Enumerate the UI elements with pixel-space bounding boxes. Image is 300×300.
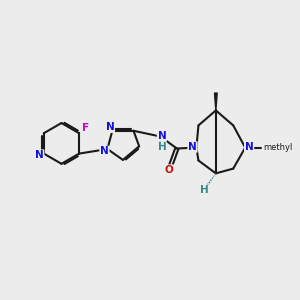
- Text: H: H: [158, 142, 166, 152]
- Text: N: N: [100, 146, 109, 156]
- Text: N: N: [158, 130, 166, 141]
- Text: N: N: [35, 150, 44, 160]
- Text: O: O: [164, 165, 173, 175]
- Text: methyl: methyl: [263, 143, 292, 152]
- Text: N: N: [188, 142, 197, 152]
- Text: H: H: [200, 185, 209, 195]
- Text: N: N: [245, 142, 254, 152]
- Text: F: F: [82, 123, 89, 133]
- Polygon shape: [214, 93, 217, 110]
- Text: N: N: [106, 122, 114, 132]
